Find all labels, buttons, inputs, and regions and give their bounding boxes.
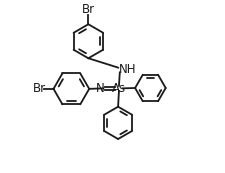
Text: Br: Br	[32, 82, 45, 95]
Text: N: N	[95, 82, 104, 95]
Text: Br: Br	[81, 3, 94, 16]
Text: As: As	[111, 82, 126, 95]
Text: NH: NH	[118, 63, 136, 76]
